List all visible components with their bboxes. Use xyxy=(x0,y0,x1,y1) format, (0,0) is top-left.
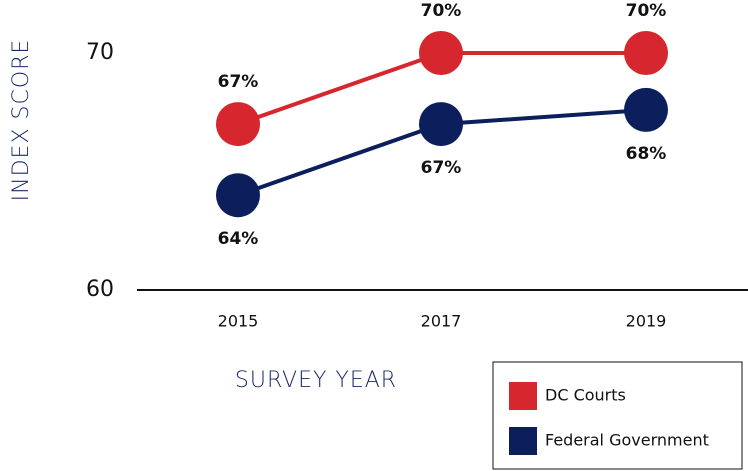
point xyxy=(216,173,260,218)
x-tick-label: 2015 xyxy=(218,312,259,331)
point xyxy=(216,102,260,147)
data-label: 70% xyxy=(626,1,667,21)
y-tick-label: 60 xyxy=(86,277,114,302)
x-tick-label: 2017 xyxy=(421,312,462,331)
data-label: 68% xyxy=(626,144,667,164)
x-tick-label: 2019 xyxy=(626,312,667,331)
legend-swatch xyxy=(509,427,537,455)
y-axis-title: INDEX SCORE xyxy=(9,39,34,202)
legend-swatch xyxy=(509,382,537,410)
y-tick-label: 70 xyxy=(86,40,114,65)
point xyxy=(624,31,668,75)
legend-label: DC Courts xyxy=(545,386,626,405)
legend-label: Federal Government xyxy=(545,431,709,450)
point xyxy=(419,102,463,147)
data-label: 64% xyxy=(218,229,259,249)
data-label: 67% xyxy=(218,72,259,92)
data-label: 67% xyxy=(421,158,462,178)
data-label: 70% xyxy=(421,1,462,21)
point xyxy=(624,87,668,132)
point xyxy=(419,31,463,75)
x-axis-title: SURVEY YEAR xyxy=(235,368,397,393)
